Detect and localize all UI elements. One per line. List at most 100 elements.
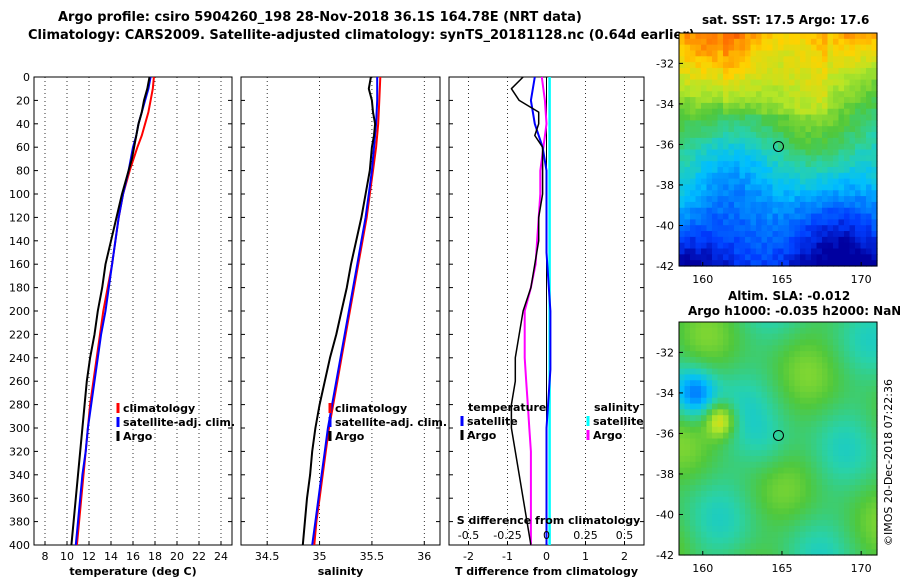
sst_map-cell bbox=[860, 225, 867, 232]
sla_map-cell bbox=[833, 496, 840, 504]
sla_map-cell bbox=[745, 426, 752, 434]
sla_map-cell bbox=[778, 403, 785, 410]
sst_map-cell bbox=[783, 149, 790, 156]
sla_map-cell bbox=[794, 531, 801, 539]
sst_map-cell bbox=[712, 126, 719, 133]
sst_map-cell bbox=[838, 196, 845, 203]
sla_map-cell bbox=[783, 356, 790, 364]
sla_map-cell bbox=[833, 397, 840, 405]
sla_map-cell bbox=[723, 397, 730, 405]
sla_map-cell bbox=[816, 415, 823, 422]
sla_map-cell bbox=[767, 461, 774, 469]
sst_map-cell bbox=[794, 56, 801, 63]
sst_map-cell bbox=[811, 201, 818, 209]
sla_map-cell bbox=[822, 380, 829, 387]
sst_map-cell bbox=[855, 161, 862, 168]
sst_map-cell bbox=[701, 102, 708, 110]
sla_map-cell bbox=[789, 490, 796, 498]
sst_map-cell bbox=[778, 155, 785, 162]
sla_map-cell bbox=[816, 374, 823, 381]
sla_map-cell bbox=[734, 322, 741, 329]
sst_map-cell bbox=[838, 236, 845, 244]
sst_map-cell bbox=[822, 120, 829, 127]
sst_map-cell bbox=[789, 62, 796, 69]
sst_map-cell bbox=[849, 242, 856, 250]
sst_map-cell bbox=[816, 85, 823, 92]
sla_map-cell bbox=[794, 421, 801, 428]
sla_map-cell bbox=[871, 444, 878, 451]
sla_map-cell bbox=[695, 415, 702, 422]
sst_map-cell bbox=[783, 260, 790, 267]
sla_map-xtick-label: 170 bbox=[851, 562, 872, 575]
sst_map-cell bbox=[712, 56, 719, 63]
sst_map-cell bbox=[805, 126, 812, 133]
sla_map-cell bbox=[794, 502, 801, 509]
sst_map-cell bbox=[756, 126, 763, 133]
sla_map-cell bbox=[734, 525, 741, 533]
sla_map-cell bbox=[695, 520, 702, 527]
sla_map-cell bbox=[822, 520, 829, 527]
sst_map-cell bbox=[855, 44, 862, 52]
sst_map-cell bbox=[789, 114, 796, 121]
sst_map-cell bbox=[860, 236, 867, 244]
sla_map-cell bbox=[794, 333, 801, 341]
sla_map-cell bbox=[695, 339, 702, 346]
sst_map-cell bbox=[838, 213, 845, 220]
sla_map-cell bbox=[701, 467, 708, 475]
sst_map-cell bbox=[767, 225, 774, 232]
difference-salinity-tick-label: 0 bbox=[543, 529, 550, 542]
sla_map-cell bbox=[805, 327, 812, 335]
sla_map-cell bbox=[794, 386, 801, 393]
sst_map-cell bbox=[855, 201, 862, 209]
sla_map-cell bbox=[734, 432, 741, 440]
sla_map-cell bbox=[816, 438, 823, 445]
sla_map-cell bbox=[855, 531, 862, 539]
sst_map-cell bbox=[827, 38, 834, 46]
sla_map-cell bbox=[756, 362, 763, 370]
sla_map-cell bbox=[750, 415, 757, 422]
sla_map-cell bbox=[723, 356, 730, 364]
sla_map-cell bbox=[871, 461, 878, 469]
sla_map-cell bbox=[712, 421, 719, 428]
sst_map-cell bbox=[712, 213, 719, 220]
sst_map-cell bbox=[783, 155, 790, 162]
sst_map-cell bbox=[701, 213, 708, 220]
sla_map-cell bbox=[778, 380, 785, 387]
sst_map-cell bbox=[712, 62, 719, 69]
sst_map-cell bbox=[860, 114, 867, 121]
sst_map-cell bbox=[750, 50, 757, 57]
sst_map-cell bbox=[684, 114, 691, 121]
sla_map-cell bbox=[860, 380, 867, 387]
sst_map-cell bbox=[816, 50, 823, 57]
sla_map-cell bbox=[833, 351, 840, 358]
sst_map-cell bbox=[706, 33, 713, 40]
sla_map-cell bbox=[728, 450, 735, 457]
sla_map-cell bbox=[684, 397, 691, 405]
sla_map-cell bbox=[679, 455, 686, 463]
sla_map-cell bbox=[860, 479, 867, 486]
sla_map-cell bbox=[739, 421, 746, 428]
sst_map-cell bbox=[860, 190, 867, 197]
sla_map-cell bbox=[734, 438, 741, 445]
sla_map-cell bbox=[849, 520, 856, 527]
sst_map-cell bbox=[690, 73, 697, 81]
sla_map-cell bbox=[789, 397, 796, 405]
sst_map-cell bbox=[783, 38, 790, 46]
sla_map-cell bbox=[844, 339, 851, 346]
sst_map-cell bbox=[684, 102, 691, 110]
sla_map-cell bbox=[690, 322, 697, 329]
sla_map-ytick-label: -40 bbox=[656, 508, 674, 521]
sst_map-cell bbox=[695, 67, 702, 75]
sla_map-cell bbox=[756, 403, 763, 410]
sst_map-cell bbox=[789, 149, 796, 156]
sst_map-cell bbox=[739, 190, 746, 197]
sla_map-cell bbox=[844, 380, 851, 387]
sst_map-cell bbox=[750, 137, 757, 145]
sst_map-cell bbox=[794, 120, 801, 127]
sst_map-cell bbox=[838, 161, 845, 168]
sla_map-cell bbox=[844, 502, 851, 509]
sla_map-cell bbox=[833, 322, 840, 329]
sst_map-cell bbox=[761, 166, 768, 174]
sla_map-cell bbox=[717, 380, 724, 387]
sst_map-cell bbox=[789, 97, 796, 104]
